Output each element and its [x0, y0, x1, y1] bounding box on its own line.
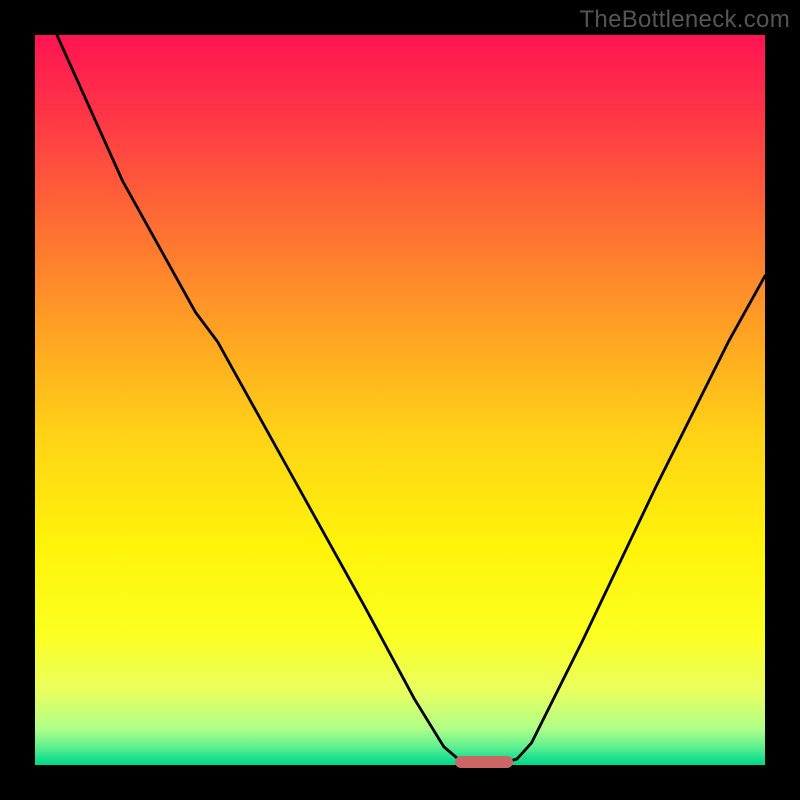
plot-background	[35, 35, 765, 765]
watermark-text: TheBottleneck.com	[579, 6, 790, 34]
chart-container: TheBottleneck.com	[0, 0, 800, 800]
optimum-range-marker	[455, 756, 513, 768]
bottleneck-chart	[0, 0, 800, 800]
